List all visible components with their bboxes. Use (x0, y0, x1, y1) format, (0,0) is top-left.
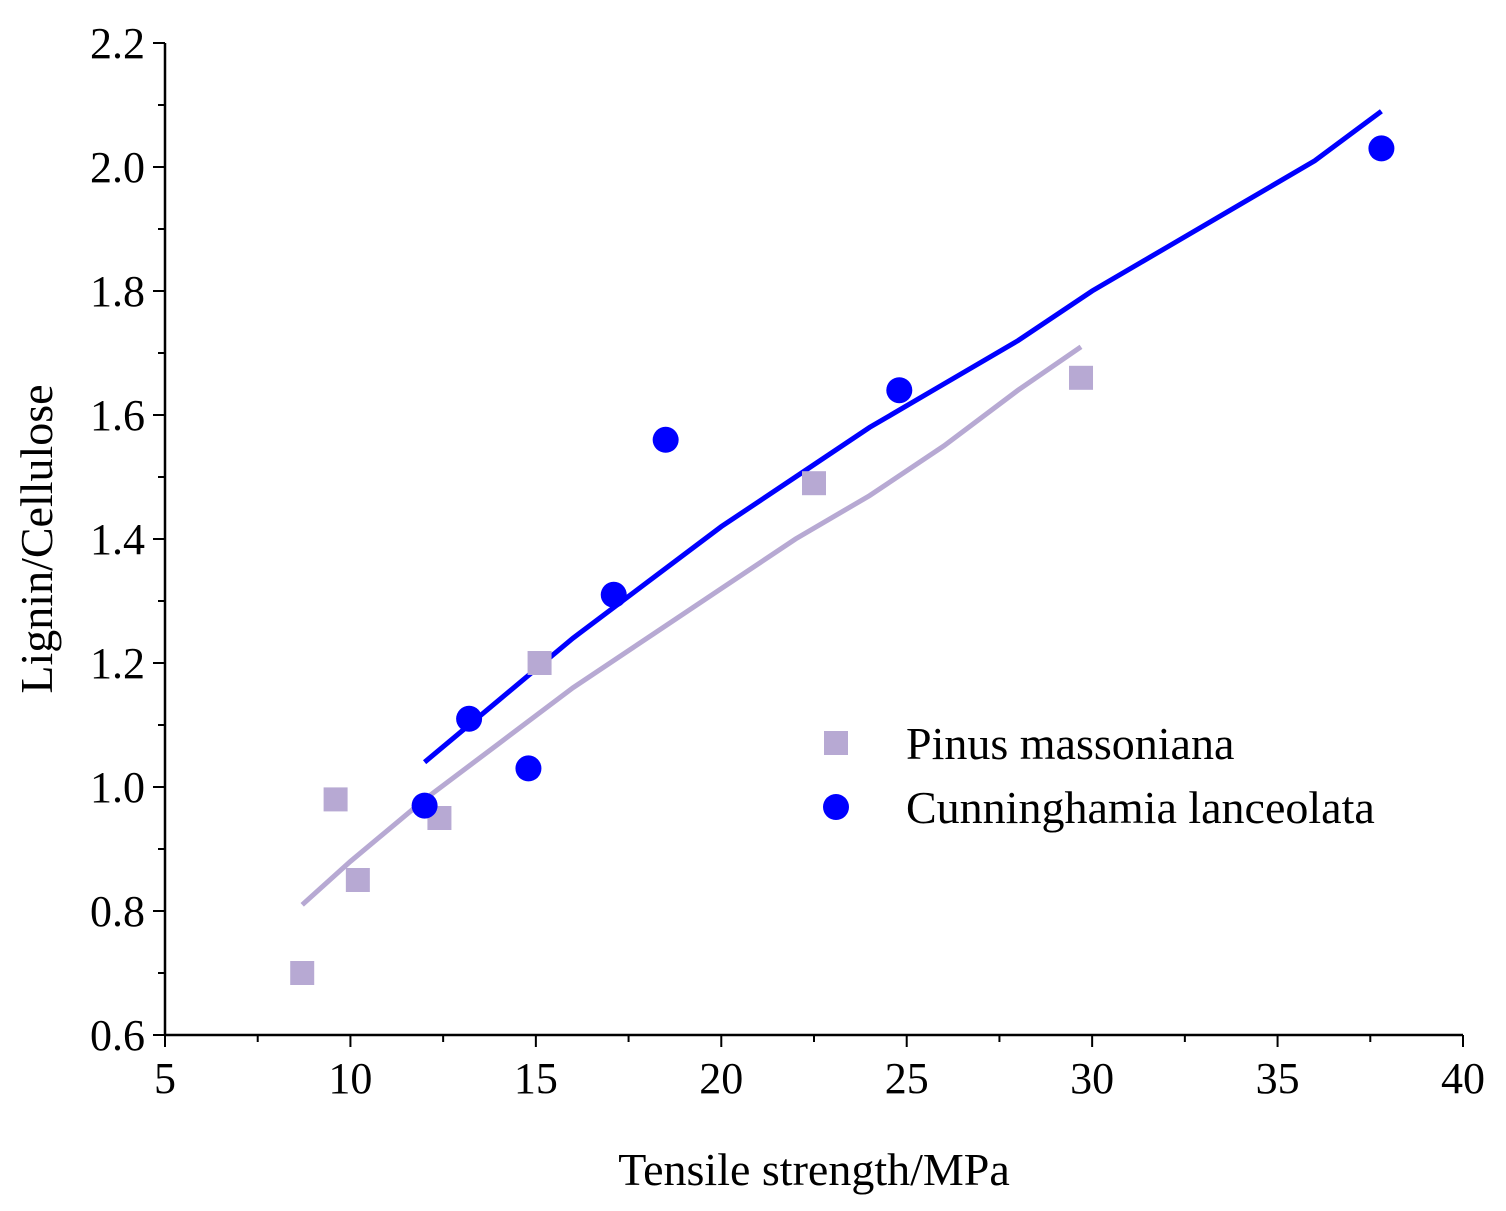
y-tick-label: 1.4 (90, 515, 145, 564)
data-point-series-2 (456, 705, 483, 732)
x-tick-label: 20 (699, 1054, 743, 1103)
y-tick-label: 1.8 (90, 267, 145, 316)
data-points (290, 135, 1395, 985)
data-point-series-1 (290, 961, 315, 985)
x-tick-label: 40 (1441, 1054, 1485, 1103)
legend: Pinus massoniana Cunninghamia lanceolata (823, 718, 1375, 833)
legend-label-series-2: Cunninghamia lanceolata (906, 782, 1375, 833)
y-tick-label: 1.6 (90, 391, 145, 440)
data-point-series-1 (345, 868, 370, 892)
data-point-series-1 (1069, 365, 1094, 390)
data-point-series-1 (323, 787, 348, 812)
y-tick-label: 2.2 (90, 19, 145, 68)
x-axis-title: Tensile strength/MPa (618, 1144, 1010, 1195)
x-tick-label: 25 (885, 1054, 929, 1103)
fit-lines (300, 109, 1383, 907)
x-tick-label: 35 (1256, 1054, 1300, 1103)
y-tick-label: 0.8 (90, 887, 145, 936)
y-tick-label: 1.0 (90, 763, 145, 812)
fit-line-series-1 (300, 344, 1083, 907)
x-tick-label: 30 (1070, 1054, 1114, 1103)
y-tick-label: 1.2 (90, 639, 145, 688)
legend-marker-series-2 (823, 794, 849, 820)
x-tick-label: 15 (514, 1054, 558, 1103)
data-point-series-2 (652, 426, 679, 453)
y-tick-label: 0.6 (90, 1011, 145, 1060)
data-point-series-2 (515, 755, 542, 782)
data-point-series-2 (1368, 135, 1395, 162)
x-tick-label: 5 (154, 1054, 176, 1103)
fit-line-series-2 (422, 109, 1383, 765)
data-point-series-2 (411, 792, 438, 819)
y-tick-label: 2.0 (90, 143, 145, 192)
legend-marker-series-1 (824, 731, 848, 755)
x-tick-label: 10 (328, 1054, 372, 1103)
legend-label-series-1: Pinus massoniana (906, 718, 1234, 769)
data-point-series-2 (886, 377, 913, 404)
y-axis-title: Lignin/Cellulose (11, 384, 62, 693)
data-point-series-2 (600, 581, 627, 608)
axes-layer: 5 10 15 20 25 30 35 40 0.6 0.8 1.0 1.2 1.4 1.6 1.8 2.0 2… (90, 19, 1485, 1103)
data-point-series-1 (527, 651, 552, 675)
data-point-series-1 (802, 471, 826, 496)
